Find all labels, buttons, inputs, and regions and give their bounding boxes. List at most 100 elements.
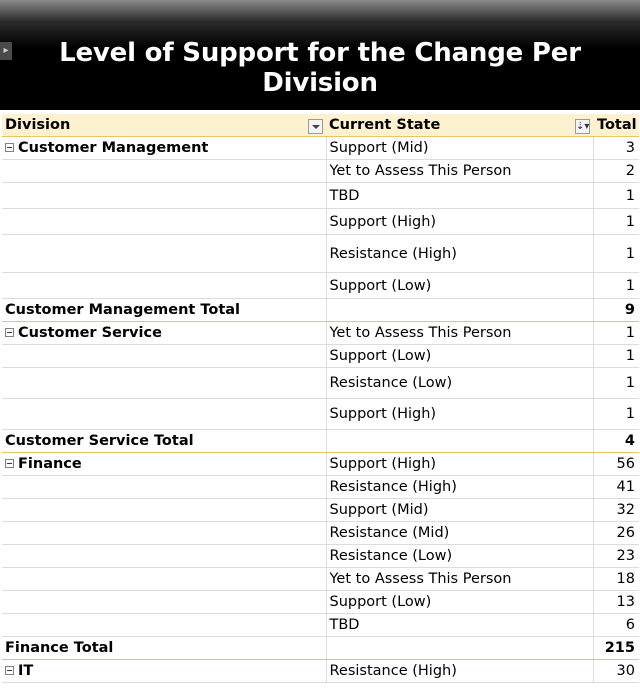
subtotal-empty-cell	[325, 298, 593, 322]
filter-sort-icon[interactable]: ⇣▾	[575, 118, 590, 134]
current-state-cell: TBD	[325, 182, 593, 209]
division-name: Finance	[18, 456, 82, 472]
current-state-header-label: Current State	[329, 116, 441, 133]
data-row: Support (Low) 1	[2, 272, 639, 299]
total-cell: 1	[592, 234, 639, 273]
division-cell	[2, 475, 326, 499]
total-cell: 1	[592, 182, 639, 209]
division-cell	[2, 498, 326, 522]
current-state-cell: TBD	[325, 613, 593, 637]
division-cell	[2, 567, 326, 591]
data-row: Resistance (Mid) 26	[2, 521, 639, 545]
collapse-toggle-icon[interactable]	[5, 459, 14, 468]
data-row: Yet to Assess This Person 2	[2, 159, 639, 183]
current-state-cell: Support (High)	[325, 208, 593, 235]
total-cell: 1	[592, 344, 639, 368]
current-state-cell: Support (Low)	[325, 344, 593, 368]
division-header-label: Division	[5, 116, 71, 133]
subtotal-value: 215	[592, 636, 639, 660]
total-cell: 2	[592, 159, 639, 183]
division-cell	[2, 367, 326, 399]
data-row: Customer Management Support (Mid) 3	[2, 136, 639, 160]
division-cell	[2, 272, 326, 299]
division-cell: Finance	[2, 452, 326, 476]
data-row: Support (Low) 1	[2, 344, 639, 368]
total-cell: 41	[592, 475, 639, 499]
collapse-toggle-icon[interactable]	[5, 328, 14, 337]
data-row: Resistance (High) 41	[2, 475, 639, 499]
division-name: Customer Service	[18, 325, 162, 341]
total-cell: 1	[592, 367, 639, 399]
total-cell: 1	[592, 398, 639, 430]
total-cell: 26	[592, 521, 639, 545]
division-cell	[2, 234, 326, 273]
subtotal-empty-cell	[325, 429, 593, 453]
total-cell: 56	[592, 452, 639, 476]
division-cell	[2, 182, 326, 209]
subtotal-row: Customer Service Total 4	[2, 429, 639, 453]
division-cell: Customer Management	[2, 136, 326, 160]
data-row: Support (Low) 13	[2, 590, 639, 614]
total-cell: 1	[592, 208, 639, 235]
collapse-toggle-icon[interactable]	[5, 143, 14, 152]
division-name: Customer Management	[18, 140, 209, 156]
total-header: Total	[593, 114, 639, 137]
collapse-toggle-icon[interactable]	[5, 666, 14, 675]
data-row: Finance Support (High) 56	[2, 452, 639, 476]
total-cell: 18	[592, 567, 639, 591]
division-cell	[2, 398, 326, 430]
division-header: Division	[2, 114, 326, 137]
header-row: Division Current State ⇣▾ Total	[2, 114, 639, 137]
current-state-cell: Support (Low)	[325, 590, 593, 614]
collapsed-pane-stub[interactable]: ▸	[0, 42, 12, 60]
report-title: Level of Support for the Change Per Divi…	[59, 38, 581, 98]
division-cell: IT	[2, 659, 326, 683]
division-cell	[2, 344, 326, 368]
current-state-cell: Support (Mid)	[325, 498, 593, 522]
data-row: TBD 6	[2, 613, 639, 637]
total-cell: 13	[592, 590, 639, 614]
current-state-cell: Resistance (Low)	[325, 367, 593, 399]
data-row: Resistance (Low) 1	[2, 367, 639, 399]
subtotal-empty-cell	[325, 636, 593, 660]
data-row: Support (High) 1	[2, 398, 639, 430]
total-cell: 3	[592, 136, 639, 160]
division-cell	[2, 208, 326, 235]
data-row: Resistance (High) 1	[2, 234, 639, 273]
subtotal-value: 4	[592, 429, 639, 453]
current-state-cell: Resistance (High)	[325, 659, 593, 683]
current-state-cell: Resistance (High)	[325, 234, 593, 273]
current-state-cell: Resistance (Mid)	[325, 521, 593, 545]
total-cell: 30	[592, 659, 639, 683]
subtotal-row: Finance Total 215	[2, 636, 639, 660]
total-cell: 23	[592, 544, 639, 568]
division-dropdown-icon[interactable]	[308, 118, 323, 134]
data-row: IT Resistance (High) 30	[2, 659, 639, 683]
division-cell	[2, 613, 326, 637]
current-state-cell: Yet to Assess This Person	[325, 321, 593, 345]
current-state-cell: Support (Low)	[325, 272, 593, 299]
division-cell	[2, 159, 326, 183]
total-cell: 1	[592, 321, 639, 345]
current-state-cell: Resistance (Low)	[325, 544, 593, 568]
total-cell: 32	[592, 498, 639, 522]
subtotal-label: Customer Service Total	[2, 429, 326, 453]
subtotal-value: 9	[592, 298, 639, 322]
division-cell: Customer Service	[2, 321, 326, 345]
current-state-cell: Support (Mid)	[325, 136, 593, 160]
data-row: Customer Service Yet to Assess This Perso…	[2, 321, 639, 345]
current-state-header: Current State ⇣▾	[326, 114, 593, 137]
current-state-cell: Support (High)	[325, 398, 593, 430]
data-row: Yet to Assess This Person 18	[2, 567, 639, 591]
title-banner: ▸ Level of Support for the Change Per Di…	[0, 0, 640, 110]
data-row: Support (High) 1	[2, 208, 639, 235]
data-row: Support (Mid) 32	[2, 498, 639, 522]
current-state-cell: Yet to Assess This Person	[325, 567, 593, 591]
subtotal-label: Customer Management Total	[2, 298, 326, 322]
division-cell	[2, 521, 326, 545]
total-cell: 6	[592, 613, 639, 637]
subtotal-row: Customer Management Total 9	[2, 298, 639, 322]
division-cell	[2, 590, 326, 614]
division-name: IT	[18, 663, 34, 679]
pivot-table: Division Current State ⇣▾ Total Customer…	[2, 114, 639, 683]
